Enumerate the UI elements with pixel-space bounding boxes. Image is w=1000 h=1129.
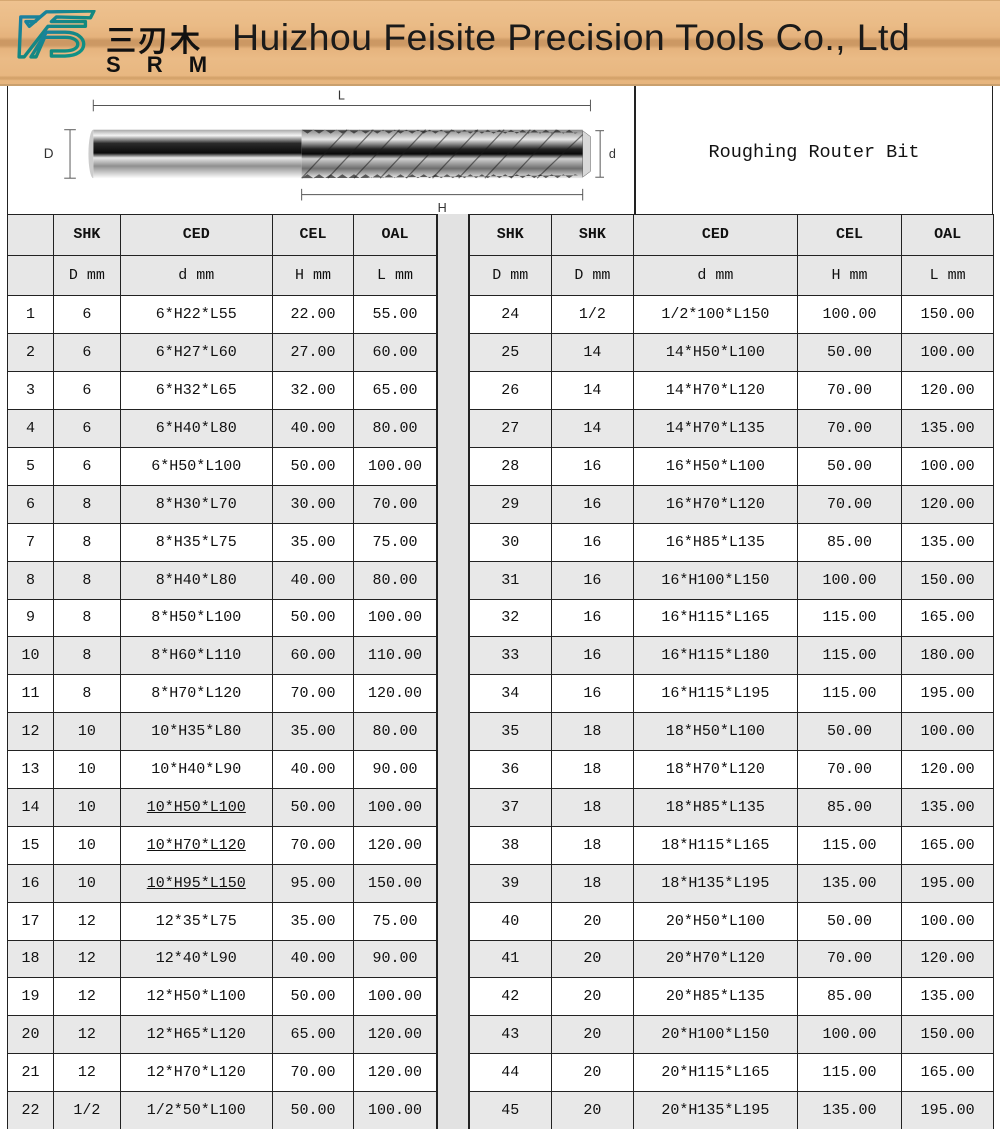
svg-text:L: L: [338, 89, 345, 103]
svg-text:D: D: [44, 146, 54, 161]
svg-text:d: d: [609, 147, 616, 161]
svg-text:H: H: [438, 201, 447, 215]
